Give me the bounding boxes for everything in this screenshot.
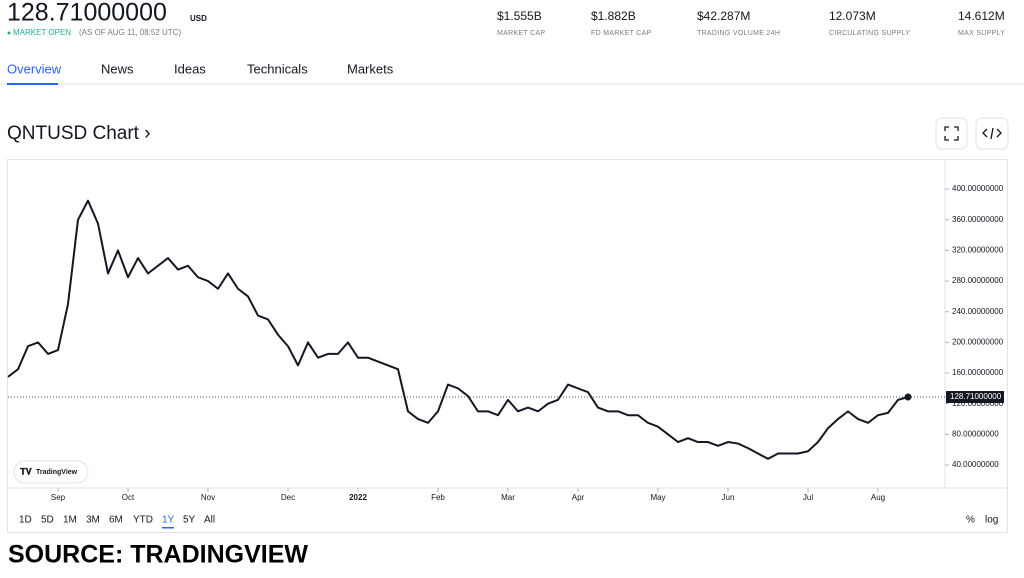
x-tick-label: Jul [803, 493, 813, 502]
status-dot [7, 31, 11, 35]
stat-label: FD MARKET CAP [591, 30, 652, 37]
currency: USD [190, 14, 207, 23]
y-tick-label: 320.00000000 [952, 246, 1004, 255]
range-button[interactable]: 1M [63, 515, 77, 526]
stat-value: $42.287M [697, 9, 750, 23]
tab[interactable]: Overview [7, 61, 62, 76]
embed-icon [982, 127, 1002, 140]
x-tick-label: Mar [501, 493, 515, 502]
watermark-badge [13, 460, 89, 484]
range-button[interactable]: YTD [133, 515, 153, 526]
tab[interactable]: Ideas [174, 61, 206, 76]
range-button[interactable]: 5Y [183, 515, 196, 526]
range-button[interactable]: All [204, 515, 215, 526]
y-tick-label: 240.00000000 [952, 307, 1004, 316]
scale-option[interactable]: % [966, 515, 975, 526]
x-tick-label: Jun [722, 493, 735, 502]
x-tick-label: Sep [51, 493, 66, 502]
range-button[interactable]: 5D [41, 515, 54, 526]
x-tick-label: May [650, 493, 665, 502]
market-status: MARKET OPEN [13, 28, 71, 37]
range-button[interactable]: 1D [19, 515, 32, 526]
x-tick-label: Apr [572, 493, 585, 502]
chart-title[interactable]: QNTUSD Chart › [7, 123, 151, 144]
price-line [7, 199, 909, 460]
source-caption: SOURCE: TRADINGVIEW [8, 541, 308, 569]
x-tick-label: Nov [201, 493, 215, 502]
stat-value: $1.555B [497, 9, 542, 23]
x-tick-label: Aug [871, 493, 885, 502]
price: 128.71000000 [7, 0, 167, 27]
y-tick-label: 160.00000000 [952, 368, 1004, 377]
stat-value: 14.612M [958, 9, 1005, 23]
tab[interactable]: Markets [347, 61, 394, 76]
x-tick-label: 2022 [349, 493, 367, 502]
tab[interactable]: News [101, 61, 134, 76]
x-tick-label: Dec [281, 493, 295, 502]
stat-value: 12.073M [829, 9, 876, 23]
watermark: TradingView [36, 469, 78, 476]
range-button[interactable]: 3M [86, 515, 100, 526]
stat-label: CIRCULATING SUPPLY [829, 30, 910, 37]
status-time: (AS OF AUG 11, 08:52 UTC) [79, 28, 181, 37]
range-button[interactable]: 6M [109, 515, 123, 526]
x-tick-label: Oct [122, 493, 135, 502]
chart-frame [7, 159, 1008, 533]
y-tick-label: 400.00000000 [952, 184, 1004, 193]
last-price-label: 128.71000000 [950, 392, 1002, 401]
scale-option[interactable]: log [985, 515, 998, 526]
x-tick-label: Feb [431, 493, 445, 502]
stat-value: $1.882B [591, 9, 636, 23]
tab[interactable]: Technicals [247, 61, 308, 76]
stat-label: MARKET CAP [497, 30, 545, 37]
range-underline [162, 527, 174, 529]
y-tick-label: 80.00000000 [952, 429, 999, 438]
fullscreen-button[interactable] [935, 117, 968, 150]
stat-label: MAX SUPPLY [958, 30, 1005, 37]
y-tick-label: 120.00000000 [952, 399, 1004, 408]
range-button[interactable]: 1Y [162, 515, 175, 526]
tab-underline [7, 83, 58, 85]
y-tick-label: 40.00000000 [952, 460, 999, 469]
last-price-badge [946, 391, 1004, 404]
watermark-logo: 𝐓𝐕 [20, 466, 33, 476]
fullscreen-icon [944, 126, 959, 141]
stat-label: TRADING VOLUME 24H [697, 30, 780, 37]
last-point [904, 393, 912, 401]
y-tick-label: 200.00000000 [952, 338, 1004, 347]
y-tick-label: 360.00000000 [952, 215, 1004, 224]
y-tick-label: 280.00000000 [952, 276, 1004, 285]
